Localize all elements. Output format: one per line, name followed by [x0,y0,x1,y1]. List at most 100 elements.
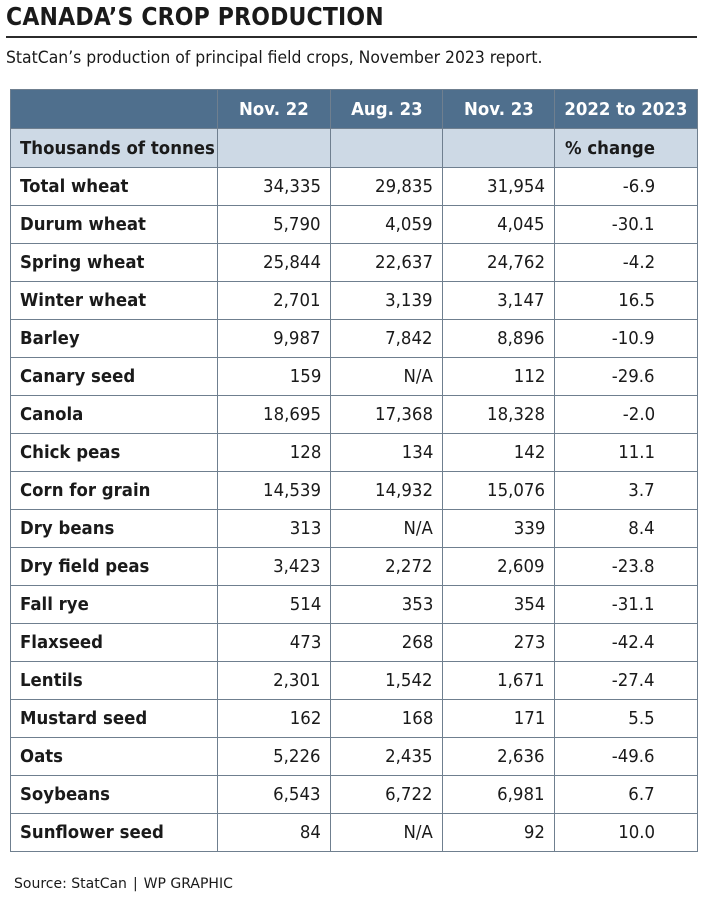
cell-change: -29.6 [554,357,698,396]
cell-nov22-value: 2,301 [273,670,321,691]
page-subtitle: StatCan’s production of principal field … [6,48,543,68]
crop-name: Barley [20,328,80,349]
cell-nov23: 112 [442,357,555,396]
cell-change-value: 6.7 [628,784,655,805]
cell-change: 16.5 [554,281,698,320]
source-credit: Source: StatCan | WP GRAPHIC [14,876,233,892]
cell-nov22-value: 128 [289,442,321,463]
cell-change-value: -29.6 [612,366,655,387]
cell-nov23-value: 142 [513,442,545,463]
cell-nov22: 313 [217,509,331,548]
cell-aug23: 268 [330,623,443,662]
cell-aug23-value: 22,637 [375,252,433,273]
cell-aug23-value: 17,368 [375,404,433,425]
crop-name: Lentils [20,670,83,691]
cell-aug23: 4,059 [330,205,443,244]
cell-change-value: -2.0 [622,404,655,425]
cell-change: -4.2 [554,243,698,282]
cell-aug23-value: 353 [401,594,433,615]
cell-nov23-value: 2,636 [497,746,545,767]
cell-aug23: N/A [330,813,443,852]
cell-nov23: 15,076 [442,471,555,510]
crop-name: Flaxseed [20,632,104,653]
cell-change: -10.9 [554,319,698,358]
cell-nov22-value: 473 [289,632,321,653]
cell-change-value: 11.1 [618,442,655,463]
column-header-aug23: Aug. 23 [330,89,443,129]
crop-name-cell: Chick peas [10,433,218,472]
cell-nov23-value: 1,671 [497,670,545,691]
cell-nov22-value: 5,790 [273,214,321,235]
cell-aug23: 2,272 [330,547,443,586]
cell-aug23: 134 [330,433,443,472]
cell-nov22-value: 84 [299,822,321,843]
crop-name: Canary seed [20,366,136,387]
subheader-empty-cell [442,128,555,168]
crop-name: Soybeans [20,784,111,805]
cell-aug23-value: 2,435 [385,746,433,767]
table-row: Soybeans 6,543 6,722 6,981 6.7 [10,775,698,814]
cell-nov22-value: 25,844 [263,252,321,273]
source-text: Source: StatCan [14,876,127,892]
cell-nov22: 5,790 [217,205,331,244]
crop-name: Winter wheat [20,290,147,311]
cell-nov22-value: 159 [289,366,321,387]
column-header-change-label: 2022 to 2023 [564,98,688,120]
cell-aug23: 29,835 [330,167,443,206]
crop-name-cell: Barley [10,319,218,358]
crop-name: Total wheat [20,176,129,197]
crop-production-table: Nov. 22 Aug. 23 Nov. 23 2022 to 2023 Tho… [10,89,698,852]
unit-label: Thousands of tonnes [20,137,215,159]
cell-aug23-value: 7,842 [385,328,433,349]
graphic-credit: WP GRAPHIC [143,876,233,892]
cell-change-value: -4.2 [622,252,655,273]
cell-change: 10.0 [554,813,698,852]
cell-aug23: 7,842 [330,319,443,358]
cell-change-value: -27.4 [612,670,655,691]
cell-change-value: 16.5 [618,290,655,311]
cell-aug23-value: 268 [401,632,433,653]
table-row: Sunflower seed 84 N/A 92 10.0 [10,813,698,852]
cell-nov23-value: 112 [513,366,545,387]
cell-nov23: 18,328 [442,395,555,434]
crop-name-cell: Winter wheat [10,281,218,320]
cell-nov23: 31,954 [442,167,555,206]
cell-nov23-value: 354 [513,594,545,615]
table-row: Chick peas 128 134 142 11.1 [10,433,698,472]
cell-change: -31.1 [554,585,698,624]
cell-nov22: 34,335 [217,167,331,206]
table-row: Canary seed 159 N/A 112 -29.6 [10,357,698,396]
table-row: Flaxseed 473 268 273 -42.4 [10,623,698,662]
table-row: Oats 5,226 2,435 2,636 -49.6 [10,737,698,776]
cell-aug23-value: N/A [403,366,433,387]
cell-nov23: 6,981 [442,775,555,814]
cell-aug23: N/A [330,509,443,548]
table-body: Total wheat 34,335 29,835 31,954 -6.9 Durum w… [10,167,698,852]
cell-aug23: 1,542 [330,661,443,700]
cell-change: -27.4 [554,661,698,700]
cell-aug23-value: 4,059 [385,214,433,235]
crop-name: Oats [20,746,64,767]
crop-name: Chick peas [20,442,121,463]
cell-aug23: 17,368 [330,395,443,434]
cell-aug23: 6,722 [330,775,443,814]
cell-change: -23.8 [554,547,698,586]
crop-name: Durum wheat [20,214,146,235]
cell-nov23: 2,609 [442,547,555,586]
crop-name-cell: Oats [10,737,218,776]
cell-change-value: -42.4 [612,632,655,653]
column-header-nov23: Nov. 23 [442,89,555,129]
crop-name: Fall rye [20,594,89,615]
cell-nov23: 3,147 [442,281,555,320]
cell-change: -2.0 [554,395,698,434]
cell-change: 3.7 [554,471,698,510]
cell-nov22-value: 162 [289,708,321,729]
table-header-row: Nov. 22 Aug. 23 Nov. 23 2022 to 2023 [10,89,698,129]
table-row: Corn for grain 14,539 14,932 15,076 3.7 [10,471,698,510]
cell-change: 8.4 [554,509,698,548]
cell-nov22-value: 6,543 [273,784,321,805]
cell-nov23: 8,896 [442,319,555,358]
header-corner-cell [10,89,218,129]
cell-nov23-value: 2,609 [497,556,545,577]
cell-nov23-value: 92 [523,822,545,843]
